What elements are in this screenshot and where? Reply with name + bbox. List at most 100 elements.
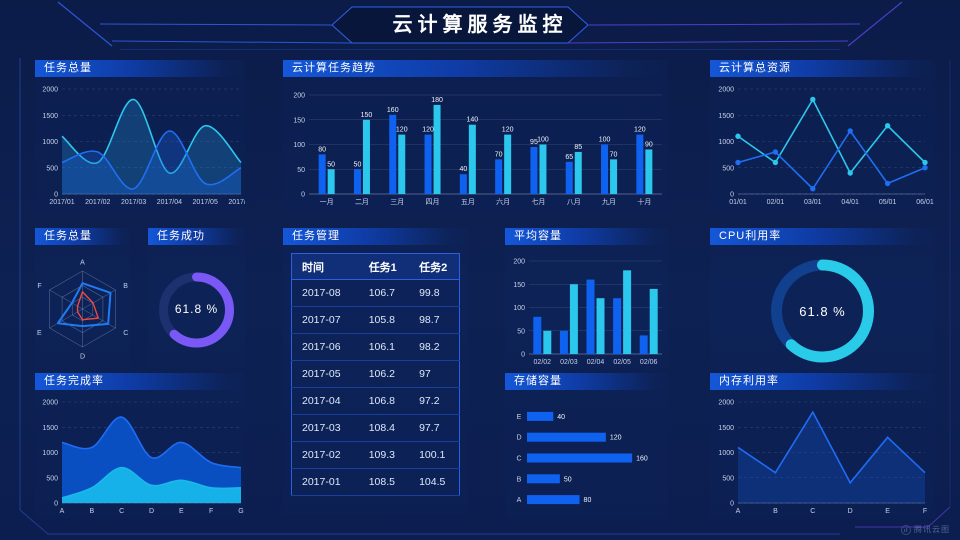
svg-text:C: C [516,456,521,463]
svg-text:F: F [923,508,927,515]
table-row: 2017-02 109.3 100.1 [291,441,460,469]
svg-text:65: 65 [565,154,573,161]
svg-text:2000: 2000 [42,400,58,407]
table-cell: 2017-08 [291,279,359,307]
panel-header: 任务完成率 [35,373,245,390]
svg-text:50: 50 [327,161,335,168]
avg-capacity-chart: 0 50 100 150 200 02/02 02/03 02/04 02/05 02/06 [513,259,662,366]
svg-text:0: 0 [730,192,734,199]
svg-text:150: 150 [293,117,305,124]
table-cell: 2017-03 [291,414,359,442]
svg-text:120: 120 [634,127,646,134]
panel-avg-capacity: 平均容量 0 50 100 150 200 02/02 02/03 02/04 02/05 02/… [505,228,668,368]
panel-title: 任务成功 [157,230,205,242]
tasks-radar-chart: A B C D E F [37,259,128,361]
svg-text:70: 70 [495,151,503,158]
svg-text:150: 150 [513,282,525,289]
table-row: 2017-04 106.8 97.2 [291,387,460,415]
panel-header: 平均容量 [505,228,668,245]
svg-text:06/01: 06/01 [916,199,934,206]
svg-text:G: G [238,508,243,515]
svg-text:100: 100 [537,137,549,144]
svg-text:四月: 四月 [426,198,440,206]
svg-text:120: 120 [396,127,408,134]
svg-text:A: A [80,259,85,266]
table-cell: 97.2 [409,387,460,415]
panel-tasks-radar: 任务总量 A B C D E F [35,228,130,368]
table-header-cell: 任务1 [358,253,410,280]
svg-text:150: 150 [361,112,373,119]
panel-title: 任务总量 [44,230,92,242]
gauge-value: 61.8 % [799,304,846,319]
svg-text:0: 0 [54,192,58,199]
svg-text:02/05: 02/05 [613,359,631,366]
svg-text:2017/01: 2017/01 [49,199,74,206]
table-cell: 106.1 [358,333,410,361]
panel-tasks-total: 任务总量 0 500 1000 1500 2000 2017/01 2017/02 2017/… [35,60,245,212]
svg-text:1500: 1500 [718,113,734,120]
gauge-value: 61.8 % [174,302,219,316]
panel-header: 内存利用率 [710,373,935,390]
svg-text:1500: 1500 [42,113,58,120]
svg-text:E: E [179,508,184,515]
table-cell: 98.2 [409,333,460,361]
panel-title: 云计算总资源 [719,62,791,74]
panel-header: CPU利用率 [710,228,935,245]
svg-text:0: 0 [521,352,525,359]
svg-text:120: 120 [610,435,622,442]
svg-text:120: 120 [502,127,514,134]
table-row: 2017-08 106.7 99.8 [291,279,460,307]
svg-text:1000: 1000 [718,450,734,457]
panel-header: 云计算总资源 [710,60,935,77]
panel-header: 任务成功 [148,228,245,245]
panel-header: 存储容量 [505,373,668,390]
table-cell: 100.1 [409,441,460,469]
panel-title: 平均容量 [514,230,562,242]
svg-text:03/01: 03/01 [804,199,822,206]
total-resources-chart: 0 500 1000 1500 2000 01/01 02/01 03/01 04/01 05/0… [718,87,934,207]
svg-text:40: 40 [557,414,565,421]
svg-text:1000: 1000 [42,450,58,457]
svg-text:七月: 七月 [531,197,545,206]
table-row: 2017-07 105.8 98.7 [291,306,460,334]
svg-text:500: 500 [722,475,734,482]
svg-text:50: 50 [354,161,362,168]
svg-text:04/01: 04/01 [841,199,859,206]
svg-text:2017/04: 2017/04 [157,199,182,206]
table-row: 2017-05 106.2 97 [291,360,460,388]
svg-text:1000: 1000 [42,139,58,146]
cpu-gauge [771,259,874,363]
panel-task-trend: 云计算任务趋势 0 50 100 150 200 一月 二月 三月 四月 五月 六月 七月 八月 九月 十月… [283,60,668,212]
svg-text:85: 85 [574,144,582,151]
table-header-row: 时间 任务1 任务2 [291,253,460,280]
svg-text:70: 70 [610,151,618,158]
panel-storage: 存储容量 E 40 D 120 C 160 B 50 A 80 [505,373,668,519]
svg-text:2000: 2000 [42,87,58,94]
svg-text:80: 80 [584,497,592,504]
panel-memory: 内存利用率 0 500 1000 1500 2000 A B C D E F [710,373,935,519]
table-cell: 108.4 [358,414,410,442]
panel-header: 任务总量 [35,60,245,77]
brand-label: 腾讯云图 [914,525,950,534]
svg-text:A: A [517,497,522,504]
table-cell: 105.8 [358,306,410,334]
svg-text:B: B [517,476,522,483]
tasks-total-chart: 0 500 1000 1500 2000 2017/01 2017/02 2017/03 201… [42,87,245,207]
panel-task-mgmt: 任务管理 时间 任务1 任务2 2017-08 106.7 99.8 2017-07 105.… [283,228,468,514]
svg-text:D: D [80,354,85,361]
panel-title: 任务管理 [292,230,340,242]
panel-total-resources: 云计算总资源 0 500 1000 1500 2000 01/01 02/01 03/01 04… [710,60,935,212]
table-row: 2017-01 108.5 104.5 [291,468,460,496]
memory-chart: 0 500 1000 1500 2000 A B C D E F [718,400,927,516]
svg-text:0: 0 [730,501,734,508]
svg-text:2017/05: 2017/05 [193,199,218,206]
svg-text:95: 95 [530,139,538,146]
svg-text:2017/03: 2017/03 [121,199,146,206]
svg-text:1500: 1500 [42,425,58,432]
table-header-cell: 时间 [291,253,359,280]
svg-text:100: 100 [599,137,611,144]
table-cell: 2017-05 [291,360,359,388]
svg-text:50: 50 [564,476,572,483]
svg-text:五月: 五月 [461,198,475,206]
svg-text:120: 120 [422,127,434,134]
